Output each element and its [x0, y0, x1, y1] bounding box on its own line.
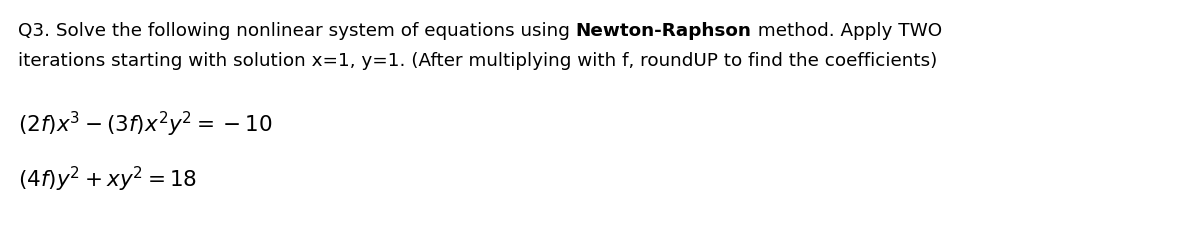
Text: Q3. Solve the following nonlinear system of equations using: Q3. Solve the following nonlinear system… [18, 22, 576, 40]
Text: $(4f)y^2 + xy^2 = 18$: $(4f)y^2 + xy^2 = 18$ [18, 165, 197, 194]
Text: iterations starting with solution x=1, y=1. (After multiplying with f, roundUP t: iterations starting with solution x=1, y… [18, 52, 937, 70]
Text: $(2f)x^3 - (3f)x^2y^2 = -10$: $(2f)x^3 - (3f)x^2y^2 = -10$ [18, 110, 272, 139]
Text: method. Apply TWO: method. Apply TWO [751, 22, 942, 40]
Text: Newton-Raphson: Newton-Raphson [576, 22, 751, 40]
